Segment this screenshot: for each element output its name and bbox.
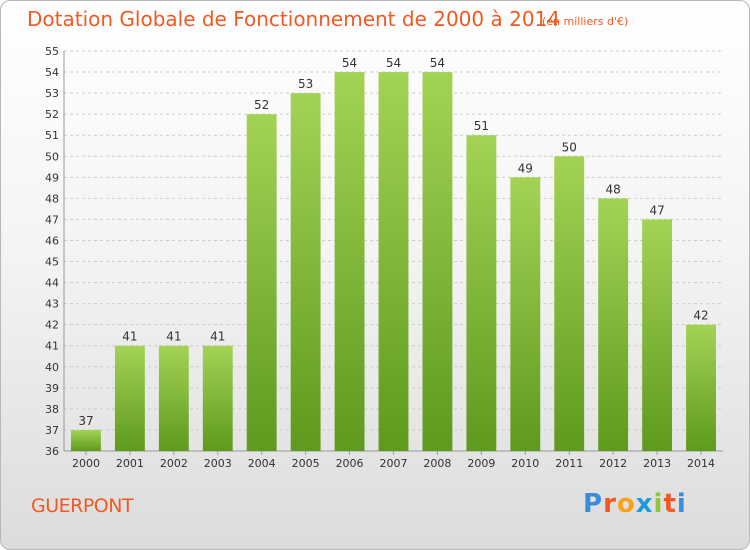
x-tick-label: 2005: [292, 457, 320, 470]
logo-letter: i: [653, 489, 664, 519]
y-tick-label: 49: [45, 171, 59, 184]
bar-2006: [334, 72, 365, 451]
y-tick-label: 46: [45, 234, 59, 247]
y-tick-label: 40: [45, 361, 59, 374]
logo-letter: i: [676, 489, 687, 519]
x-tick-label: 2011: [555, 457, 583, 470]
y-axis-ticks: 36 37 38 39 40 41 42 43 44 45 46 47 48 49 50 51 52 53 54 55: [45, 45, 59, 458]
data-label: 42: [693, 309, 708, 323]
bar-2008: [422, 72, 453, 451]
logo-letter: r: [603, 489, 617, 519]
data-label: 41: [122, 330, 137, 344]
data-label: 54: [386, 56, 401, 70]
bar-2005: [290, 93, 321, 452]
y-tick-label: 41: [45, 340, 59, 353]
y-tick-label: 44: [45, 277, 59, 290]
data-label: 48: [606, 182, 621, 196]
bar-2004: [246, 114, 277, 451]
bar-2012: [598, 198, 629, 451]
data-label: 49: [518, 161, 533, 175]
y-tick-label: 38: [45, 403, 59, 416]
x-tick-label: 2008: [423, 457, 451, 470]
data-labels: 37 41 41 41 52 53 54 54 54 51 49 50 48 47 42: [78, 56, 708, 428]
bar-2002: [158, 345, 189, 451]
y-tick-label: 50: [45, 150, 59, 163]
x-tick-label: 2010: [511, 457, 539, 470]
bar-2001: [114, 345, 145, 451]
chart-title: Dotation Globale de Fonctionnement de 20…: [27, 7, 560, 31]
y-tick-label: 47: [45, 213, 59, 226]
bar-2014: [686, 324, 716, 451]
x-tick-label: 2009: [467, 457, 495, 470]
bar-2009: [466, 135, 497, 452]
logo-letter: x: [635, 489, 654, 519]
bar-2000: [71, 429, 101, 451]
x-tick-label: 2004: [248, 457, 276, 470]
x-tick-label: 2001: [116, 457, 144, 470]
logo-letter: t: [663, 489, 677, 519]
bar-2010: [510, 177, 541, 451]
commune-name: GUERPONT: [31, 495, 134, 517]
x-axis-ticks: 2000 2001 2002 2003 2004 2005 2006 2007 2008 2009…: [72, 451, 715, 470]
logo-letter: o: [616, 489, 636, 519]
data-label: 51: [474, 119, 489, 133]
bar-2013: [642, 219, 673, 451]
x-tick-label: 2002: [160, 457, 188, 470]
y-tick-label: 45: [45, 256, 59, 269]
bar-2003: [202, 345, 233, 451]
x-tick-label: 2006: [336, 457, 364, 470]
data-label: 53: [298, 77, 313, 91]
y-tick-label: 53: [45, 87, 59, 100]
y-tick-label: 48: [45, 192, 59, 205]
y-tick-label: 39: [45, 382, 59, 395]
logo-letter: P: [583, 489, 604, 519]
x-tick-label: 2007: [380, 457, 408, 470]
x-tick-label: 2000: [72, 457, 100, 470]
data-label: 47: [649, 203, 664, 217]
y-tick-label: 55: [45, 45, 59, 58]
bars: [71, 72, 716, 452]
bar-2011: [554, 156, 585, 451]
x-tick-label: 2014: [687, 457, 715, 470]
data-label: 37: [78, 414, 93, 428]
y-tick-label: 51: [45, 129, 59, 142]
data-label: 54: [342, 56, 357, 70]
data-label: 52: [254, 98, 269, 112]
x-tick-label: 2012: [599, 457, 627, 470]
x-tick-label: 2013: [643, 457, 671, 470]
bar-2007: [378, 72, 409, 451]
y-tick-label: 43: [45, 298, 59, 311]
proxiti-logo[interactable]: Proxiti: [583, 489, 687, 519]
data-label: 54: [430, 56, 445, 70]
data-label: 41: [166, 330, 181, 344]
y-tick-label: 37: [45, 424, 59, 437]
y-tick-label: 54: [45, 66, 59, 79]
data-label: 41: [210, 330, 225, 344]
data-label: 50: [562, 140, 577, 154]
y-tick-label: 42: [45, 319, 59, 332]
chart-subtitle: (en milliers d'€): [542, 15, 629, 28]
y-tick-label: 36: [45, 445, 59, 458]
x-tick-label: 2003: [204, 457, 232, 470]
y-tick-label: 52: [45, 108, 59, 121]
